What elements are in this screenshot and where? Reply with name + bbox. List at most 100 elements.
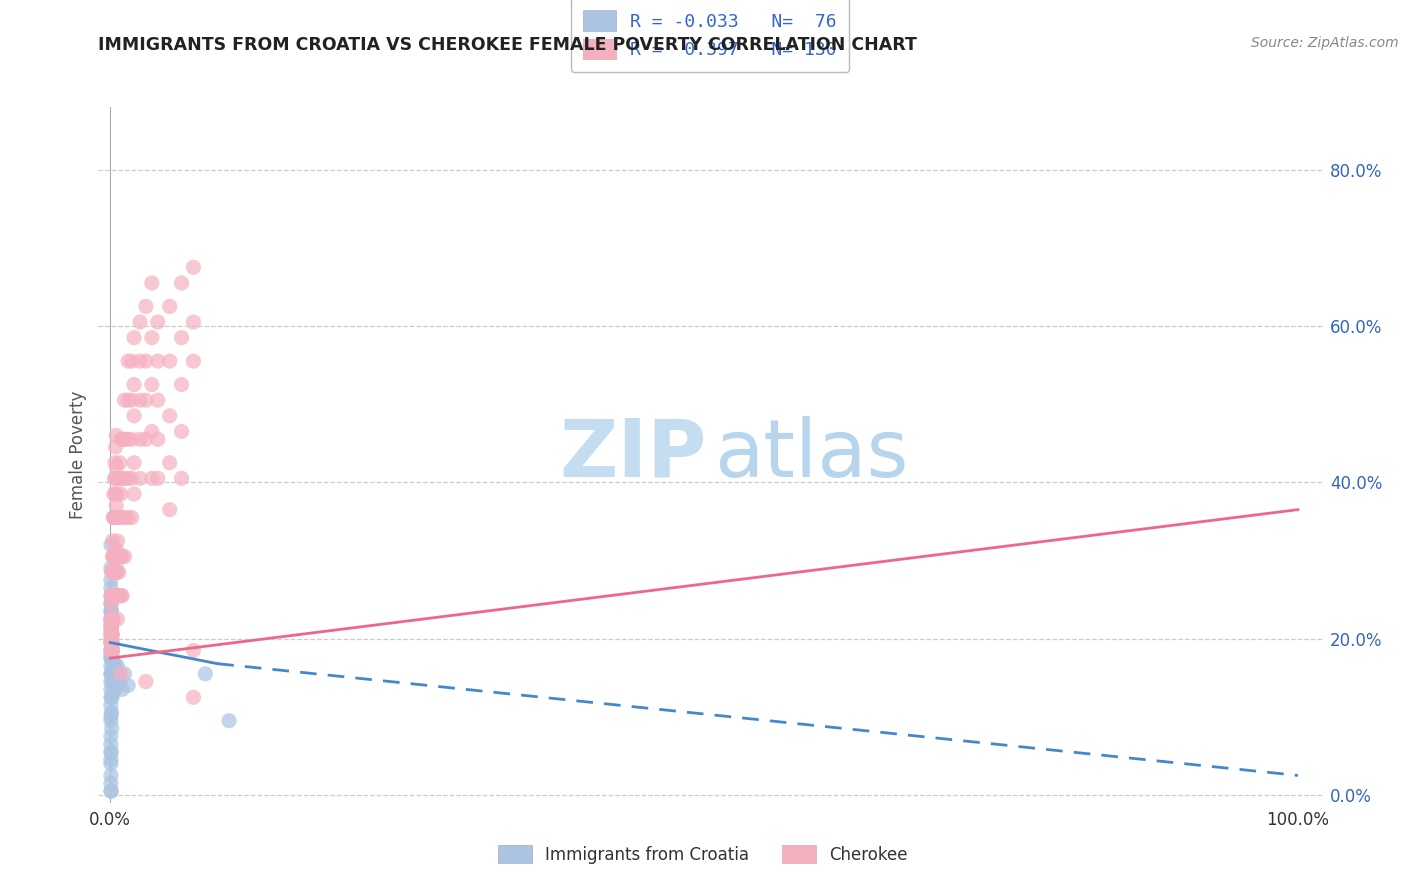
Point <box>100 674 122 689</box>
Text: IMMIGRANTS FROM CROATIA VS CHEROKEE FEMALE POVERTY CORRELATION CHART: IMMIGRANTS FROM CROATIA VS CHEROKEE FEMA… <box>98 36 917 54</box>
Point <box>122 331 145 345</box>
Point <box>103 666 125 681</box>
Point <box>117 510 139 524</box>
Point <box>100 698 122 712</box>
Point <box>104 659 127 673</box>
Point <box>100 706 122 720</box>
Point <box>105 561 128 575</box>
Point <box>107 589 129 603</box>
Point <box>103 510 125 524</box>
Point <box>103 589 125 603</box>
Point <box>100 538 122 552</box>
Point <box>100 745 122 759</box>
Point <box>100 706 122 720</box>
Point <box>183 354 205 368</box>
Point <box>100 628 122 642</box>
Point <box>107 589 129 603</box>
Point <box>101 651 124 665</box>
Point <box>100 710 122 724</box>
Point <box>135 354 157 368</box>
Point <box>159 299 181 313</box>
Point <box>104 549 127 564</box>
Point <box>108 456 131 470</box>
Point <box>108 589 131 603</box>
Point <box>107 666 129 681</box>
Point <box>170 425 193 439</box>
Point <box>104 565 127 579</box>
Point <box>135 674 157 689</box>
Legend: Immigrants from Croatia, Cherokee: Immigrants from Croatia, Cherokee <box>492 838 914 871</box>
Point <box>100 722 122 736</box>
Point <box>121 393 143 408</box>
Point <box>100 635 122 649</box>
Point <box>114 432 136 446</box>
Point <box>146 354 169 368</box>
Point <box>104 456 127 470</box>
Point <box>170 471 193 485</box>
Y-axis label: Female Poverty: Female Poverty <box>69 391 87 519</box>
Point <box>101 612 124 626</box>
Point <box>105 459 128 474</box>
Point <box>100 651 122 665</box>
Point <box>101 643 124 657</box>
Point <box>100 682 122 697</box>
Point <box>100 635 122 649</box>
Point <box>100 635 122 649</box>
Point <box>108 549 131 564</box>
Legend: R = -0.033   N=  76, R =  0.397   N= 130: R = -0.033 N= 76, R = 0.397 N= 130 <box>571 0 849 72</box>
Point <box>104 565 127 579</box>
Point <box>100 597 122 611</box>
Point <box>146 471 169 485</box>
Point <box>100 737 122 751</box>
Point <box>114 471 136 485</box>
Point <box>101 612 124 626</box>
Point <box>110 666 132 681</box>
Point <box>100 589 122 603</box>
Point <box>159 354 181 368</box>
Point <box>108 510 131 524</box>
Point <box>100 620 122 634</box>
Point <box>104 487 127 501</box>
Point <box>103 674 125 689</box>
Point <box>114 510 136 524</box>
Point <box>100 604 122 618</box>
Point <box>121 471 143 485</box>
Point <box>218 714 240 728</box>
Point <box>107 510 129 524</box>
Point <box>146 432 169 446</box>
Point <box>101 635 124 649</box>
Point <box>101 589 124 603</box>
Point <box>101 659 124 673</box>
Point <box>100 615 122 630</box>
Point <box>141 425 163 439</box>
Point <box>107 487 129 501</box>
Point <box>100 573 122 587</box>
Point <box>103 487 125 501</box>
Point <box>100 565 122 579</box>
Point <box>114 393 136 408</box>
Point <box>100 612 122 626</box>
Point <box>103 549 125 564</box>
Point <box>101 651 124 665</box>
Point <box>111 432 134 446</box>
Point <box>100 635 122 649</box>
Point <box>117 679 139 693</box>
Point <box>108 674 131 689</box>
Point <box>101 589 124 603</box>
Point <box>100 643 122 657</box>
Point <box>100 666 122 681</box>
Point <box>100 666 122 681</box>
Point <box>100 635 122 649</box>
Point <box>141 377 163 392</box>
Point <box>103 682 125 697</box>
Point <box>103 589 125 603</box>
Point <box>110 487 132 501</box>
Point <box>111 589 134 603</box>
Point <box>100 612 122 626</box>
Point <box>141 471 163 485</box>
Point <box>107 471 129 485</box>
Point <box>100 628 122 642</box>
Point <box>103 674 125 689</box>
Point <box>104 471 127 485</box>
Point <box>105 499 128 513</box>
